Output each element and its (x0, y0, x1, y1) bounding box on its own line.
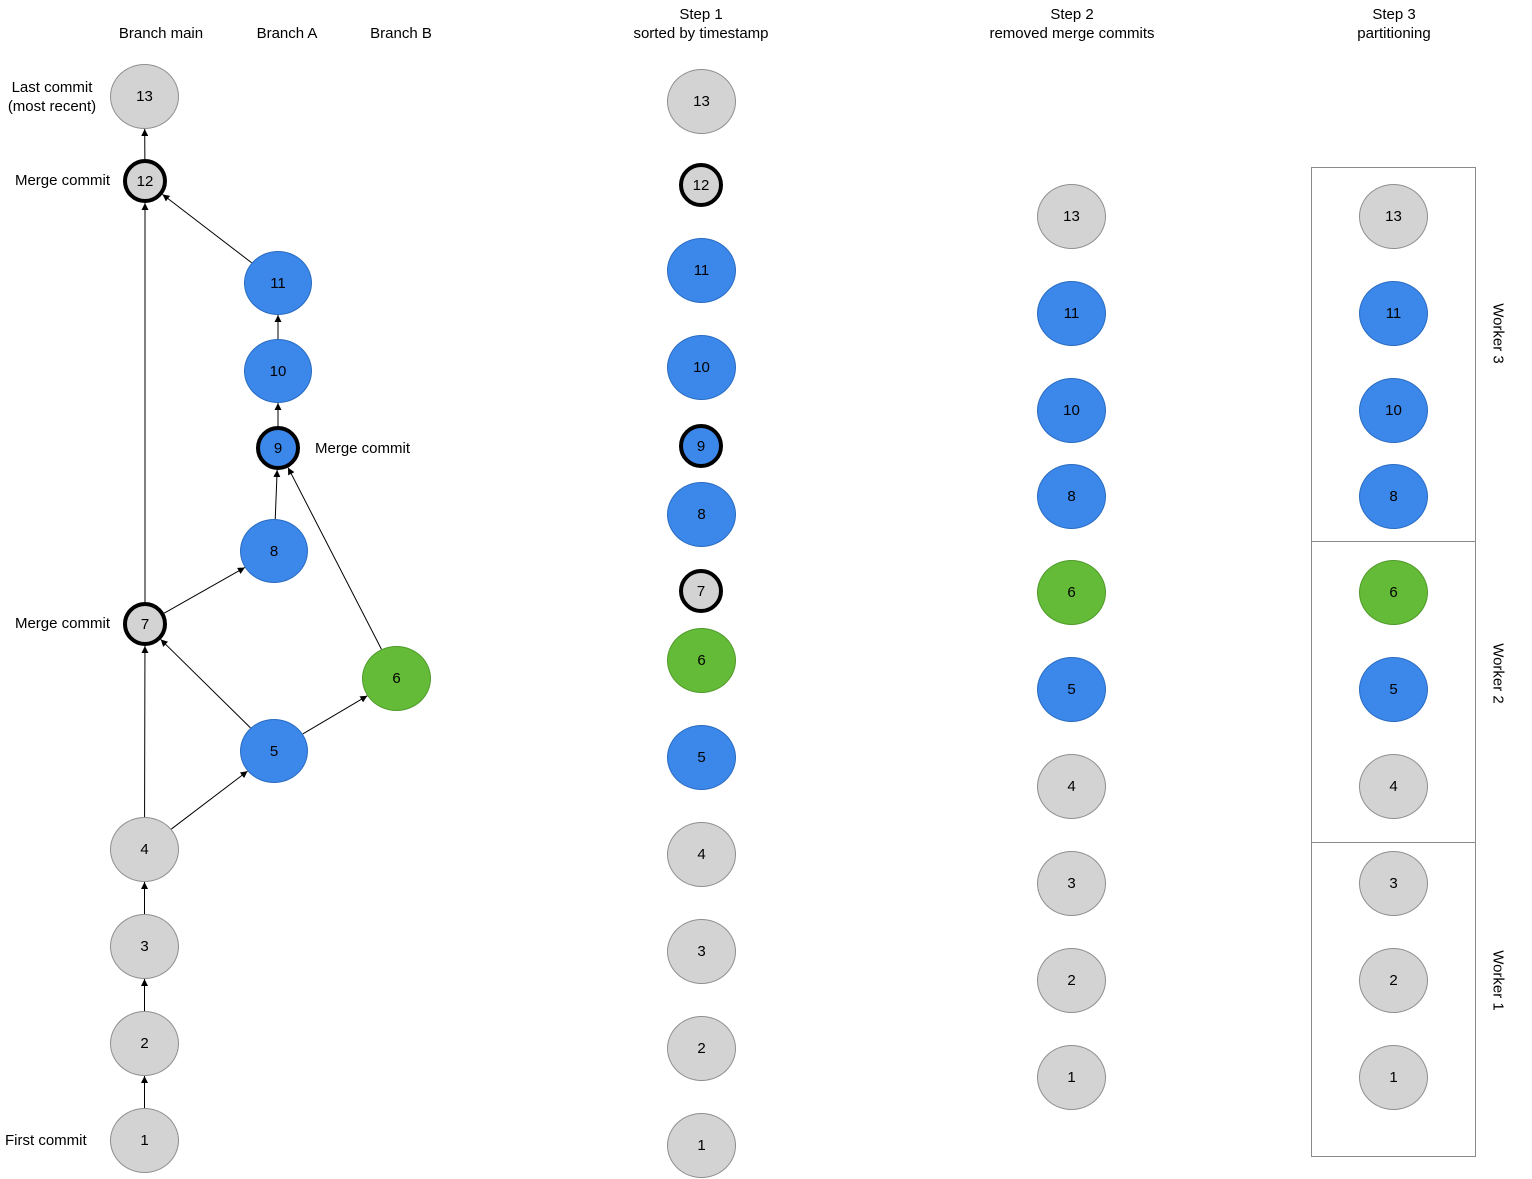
step3-worker1-commit-3: 3 (1359, 851, 1428, 916)
annotation-merge-commit-9: Merge commit (315, 440, 411, 457)
step1-commit-12: 12 (679, 163, 723, 207)
annotation-last-commit-line2: (most recent) (7, 98, 97, 115)
step3-worker2-commit-5: 5 (1359, 657, 1428, 722)
step2-commit-6: 6 (1037, 560, 1106, 625)
step1-commit-2: 2 (667, 1016, 736, 1081)
graph-commit-10: 10 (244, 339, 312, 403)
annotation-merge-commit-12: Merge commit (14, 172, 110, 189)
step2-commit-3: 3 (1037, 851, 1106, 916)
step3-worker3-commit-10: 10 (1359, 378, 1428, 443)
graph-commit-12: 12 (123, 159, 167, 203)
step3-worker3-commit-8: 8 (1359, 464, 1428, 529)
edge-8-to-9 (273, 469, 281, 520)
step2-commit-11: 11 (1037, 281, 1106, 346)
header-step1-subtitle: sorted by timestamp (633, 25, 769, 42)
step1-commit-13: 13 (667, 69, 736, 134)
worker-2-label: Worker 2 (1489, 643, 1507, 704)
step3-worker3-commit-13: 13 (1359, 184, 1428, 249)
graph-commit-7: 7 (123, 602, 167, 646)
graph-commit-11: 11 (244, 251, 312, 315)
worker-1-partition (1311, 842, 1476, 1157)
header-step2-title: Step 2 (1050, 6, 1094, 23)
step1-commit-10: 10 (667, 335, 736, 400)
step1-commit-3: 3 (667, 919, 736, 984)
worker-3-label: Worker 3 (1489, 303, 1507, 364)
header-branch-main: Branch main (118, 25, 204, 42)
header-step3-subtitle: partitioning (1357, 25, 1431, 42)
step1-commit-8: 8 (667, 482, 736, 547)
graph-commit-5: 5 (240, 719, 308, 783)
edge-7-to-8 (163, 567, 246, 614)
graph-commit-6: 6 (362, 646, 431, 711)
step1-commit-6: 6 (667, 628, 736, 693)
step3-worker1-commit-1: 1 (1359, 1045, 1428, 1110)
step3-worker1-commit-2: 2 (1359, 948, 1428, 1013)
graph-commit-3: 3 (110, 914, 179, 979)
worker-1-label: Worker 1 (1489, 950, 1507, 1011)
step2-commit-1: 1 (1037, 1045, 1106, 1110)
header-step3-title: Step 3 (1372, 6, 1416, 23)
graph-commit-8: 8 (240, 519, 308, 583)
graph-commit-2: 2 (110, 1011, 179, 1076)
step1-commit-11: 11 (667, 238, 736, 303)
header-step2-subtitle: removed merge commits (989, 25, 1155, 42)
step2-commit-8: 8 (1037, 464, 1106, 529)
edge-5-to-6 (302, 695, 368, 735)
step3-worker2-commit-6: 6 (1359, 560, 1428, 625)
step1-commit-4: 4 (667, 822, 736, 887)
edge-5-to-7 (160, 639, 251, 729)
header-branch-b: Branch B (370, 25, 432, 42)
edge-6-to-9 (287, 467, 382, 650)
step3-worker3-commit-11: 11 (1359, 281, 1428, 346)
graph-commit-9: 9 (256, 426, 300, 470)
step2-commit-10: 10 (1037, 378, 1106, 443)
header-step1-title: Step 1 (679, 6, 723, 23)
annotation-first-commit: First commit (5, 1132, 87, 1149)
graph-commit-13: 13 (110, 64, 179, 129)
edge-11-to-12 (162, 193, 252, 264)
header-branch-a: Branch A (256, 25, 318, 42)
graph-commit-1: 1 (110, 1108, 179, 1173)
step1-commit-7: 7 (679, 569, 723, 613)
step2-commit-4: 4 (1037, 754, 1106, 819)
step2-commit-13: 13 (1037, 184, 1106, 249)
step2-commit-5: 5 (1037, 657, 1106, 722)
step1-commit-5: 5 (667, 725, 736, 790)
graph-commit-4: 4 (110, 817, 179, 882)
annotation-last-commit-line1: Last commit (11, 79, 93, 96)
step3-worker2-commit-4: 4 (1359, 754, 1428, 819)
edge-4-to-5 (171, 770, 248, 830)
step2-commit-2: 2 (1037, 948, 1106, 1013)
step1-commit-1: 1 (667, 1113, 736, 1178)
step1-commit-9: 9 (679, 424, 723, 468)
annotation-merge-commit-7: Merge commit (14, 615, 110, 632)
